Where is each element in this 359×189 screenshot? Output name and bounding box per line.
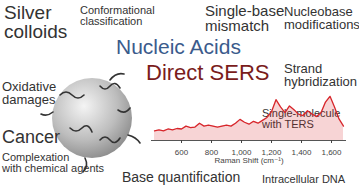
html-text:with chemical agents: with chemical agents bbox=[2, 162, 105, 174]
html-text:with TERS: with TERS bbox=[262, 118, 314, 130]
html-text:damages: damages bbox=[2, 92, 56, 107]
html-text:Base quantification: Base quantification bbox=[122, 169, 241, 185]
html-text:modifications: modifications bbox=[284, 17, 359, 32]
html-text:Oxidative: Oxidative bbox=[2, 79, 57, 94]
html-text:Nucleobase: Nucleobase bbox=[284, 4, 353, 19]
html-text:Strand: Strand bbox=[284, 61, 323, 76]
svg-text:1,000: 1,000 bbox=[231, 148, 252, 158]
html-text:Single-base: Single-base bbox=[205, 2, 285, 19]
html-text:Silver: Silver bbox=[4, 2, 52, 23]
html-text:Complexation: Complexation bbox=[2, 151, 70, 163]
svg-text:Raman Shift (cm⁻¹): Raman Shift (cm⁻¹) bbox=[214, 156, 283, 165]
html-text:Intracellular DNA: Intracellular DNA bbox=[262, 173, 346, 185]
html-text:mismatch: mismatch bbox=[205, 17, 270, 34]
html-text:Nucleic Acids: Nucleic Acids bbox=[116, 35, 241, 58]
html-text:hybridization: hybridization bbox=[284, 74, 357, 89]
svg-text:600: 600 bbox=[175, 148, 189, 157]
html-text:colloids: colloids bbox=[4, 21, 68, 42]
html-text:Direct SERS: Direct SERS bbox=[146, 60, 270, 85]
html-text:Cancer: Cancer bbox=[2, 127, 60, 147]
html-text:Conformational: Conformational bbox=[80, 4, 155, 16]
svg-text:1,400: 1,400 bbox=[291, 148, 312, 157]
html-text:classification: classification bbox=[80, 15, 143, 27]
svg-text:1,200: 1,200 bbox=[261, 148, 282, 158]
svg-text:1,600: 1,600 bbox=[321, 148, 342, 157]
html-text:Single-molecule: Single-molecule bbox=[262, 107, 341, 119]
svg-text:800: 800 bbox=[204, 148, 219, 158]
